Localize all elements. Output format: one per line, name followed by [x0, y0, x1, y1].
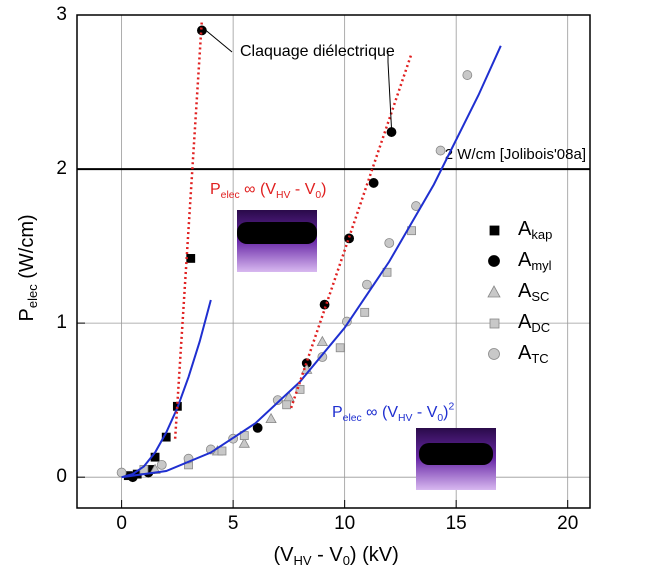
text-part: elec — [25, 284, 40, 308]
text-part: - V — [312, 544, 344, 566]
legend-marker — [488, 255, 500, 267]
marker — [317, 352, 328, 362]
x-tick-label: 0 — [116, 513, 127, 534]
legend-label: Amyl — [518, 249, 552, 273]
marker — [156, 459, 167, 470]
marker — [316, 335, 329, 347]
legend-label: ATC — [518, 342, 549, 366]
text-part: HV — [276, 190, 291, 201]
marker — [435, 145, 446, 156]
legend-name: A — [518, 342, 532, 364]
marker — [362, 279, 372, 290]
marker — [344, 233, 355, 244]
legend-name: A — [518, 311, 532, 333]
marker — [335, 343, 345, 353]
text-part: HV — [294, 553, 312, 568]
annotation: Claquage diélectrique — [240, 43, 395, 60]
reference-label: 2 W/cm [Jolibois'08a] — [445, 146, 586, 163]
x-tick-label: 5 — [228, 513, 239, 534]
text-part: HV — [398, 413, 413, 424]
text-part: ∞ (V — [240, 181, 277, 198]
legend-label: Akap — [518, 218, 552, 242]
text-part: - V — [412, 404, 437, 421]
legend-marker — [487, 285, 501, 298]
text-part: ) (kV) — [350, 544, 399, 566]
text-part: 0 — [315, 190, 321, 201]
fit-line — [121, 45, 502, 479]
marker — [272, 395, 283, 406]
text-part: P — [16, 308, 38, 321]
plot-frame — [76, 14, 591, 509]
text-part: elec — [221, 190, 240, 201]
legend-name: A — [518, 249, 532, 271]
text-part: elec — [343, 413, 362, 424]
annotation: Pelec ∞ (VHV - V0)2 — [332, 401, 454, 423]
legend-sub: DC — [531, 320, 550, 335]
marker — [462, 70, 473, 80]
marker — [295, 384, 305, 394]
marker — [384, 238, 395, 248]
thumbnail-label-bg — [237, 222, 317, 244]
text-part: (V — [274, 544, 295, 566]
marker — [265, 412, 277, 424]
text-part: P — [332, 404, 343, 421]
marker — [282, 400, 292, 410]
legend-marker — [488, 348, 500, 360]
fit-line — [289, 53, 413, 409]
text-part: ) — [321, 181, 326, 198]
annotation-leader — [387, 52, 392, 129]
y-tick-label: 1 — [56, 312, 67, 333]
marker — [217, 446, 227, 456]
text-part: ) — [443, 404, 448, 421]
marker — [360, 307, 370, 317]
annotation: Pelec ∞ (VHV - V0) — [210, 181, 326, 200]
legend-sub: myl — [531, 258, 551, 273]
legend-marker — [489, 318, 500, 329]
thumbnail-label: homogène — [425, 445, 486, 460]
annotation-leader — [205, 30, 233, 53]
text-part: - V — [290, 181, 315, 198]
y-tick-label: 2 — [56, 158, 67, 179]
legend-sub: SC — [531, 289, 549, 304]
x-tick-label: 15 — [446, 513, 467, 534]
y-tick-label: 0 — [56, 466, 67, 487]
y-axis-title: Pelec (W/cm) — [16, 214, 40, 321]
text-part: 2 — [448, 401, 454, 412]
y-tick-label: 3 — [56, 4, 67, 25]
text-part: (W/cm) — [16, 214, 38, 284]
marker — [186, 254, 196, 263]
text-part: ∞ (V — [362, 404, 399, 421]
thumbnail-label: filamentaire — [243, 224, 310, 239]
legend-marker — [489, 225, 500, 236]
marker — [386, 127, 397, 137]
x-tick-label: 20 — [557, 513, 578, 534]
marker — [368, 178, 379, 188]
x-tick-label: 10 — [334, 513, 355, 534]
thumbnail-label-bg — [419, 443, 493, 465]
legend-label: ADC — [518, 311, 550, 335]
marker — [252, 422, 263, 433]
legend-label: ASC — [518, 280, 549, 304]
legend-name: A — [518, 280, 532, 302]
text-part: 0 — [343, 553, 350, 568]
text-part: P — [210, 181, 221, 198]
x-axis-title: (VHV - V0) (kV) — [274, 544, 399, 568]
legend-sub: TC — [531, 351, 548, 366]
marker — [238, 437, 250, 448]
legend-name: A — [518, 218, 532, 240]
legend-sub: kap — [531, 227, 552, 242]
text-part: 0 — [437, 413, 443, 424]
fit-line — [121, 299, 212, 479]
